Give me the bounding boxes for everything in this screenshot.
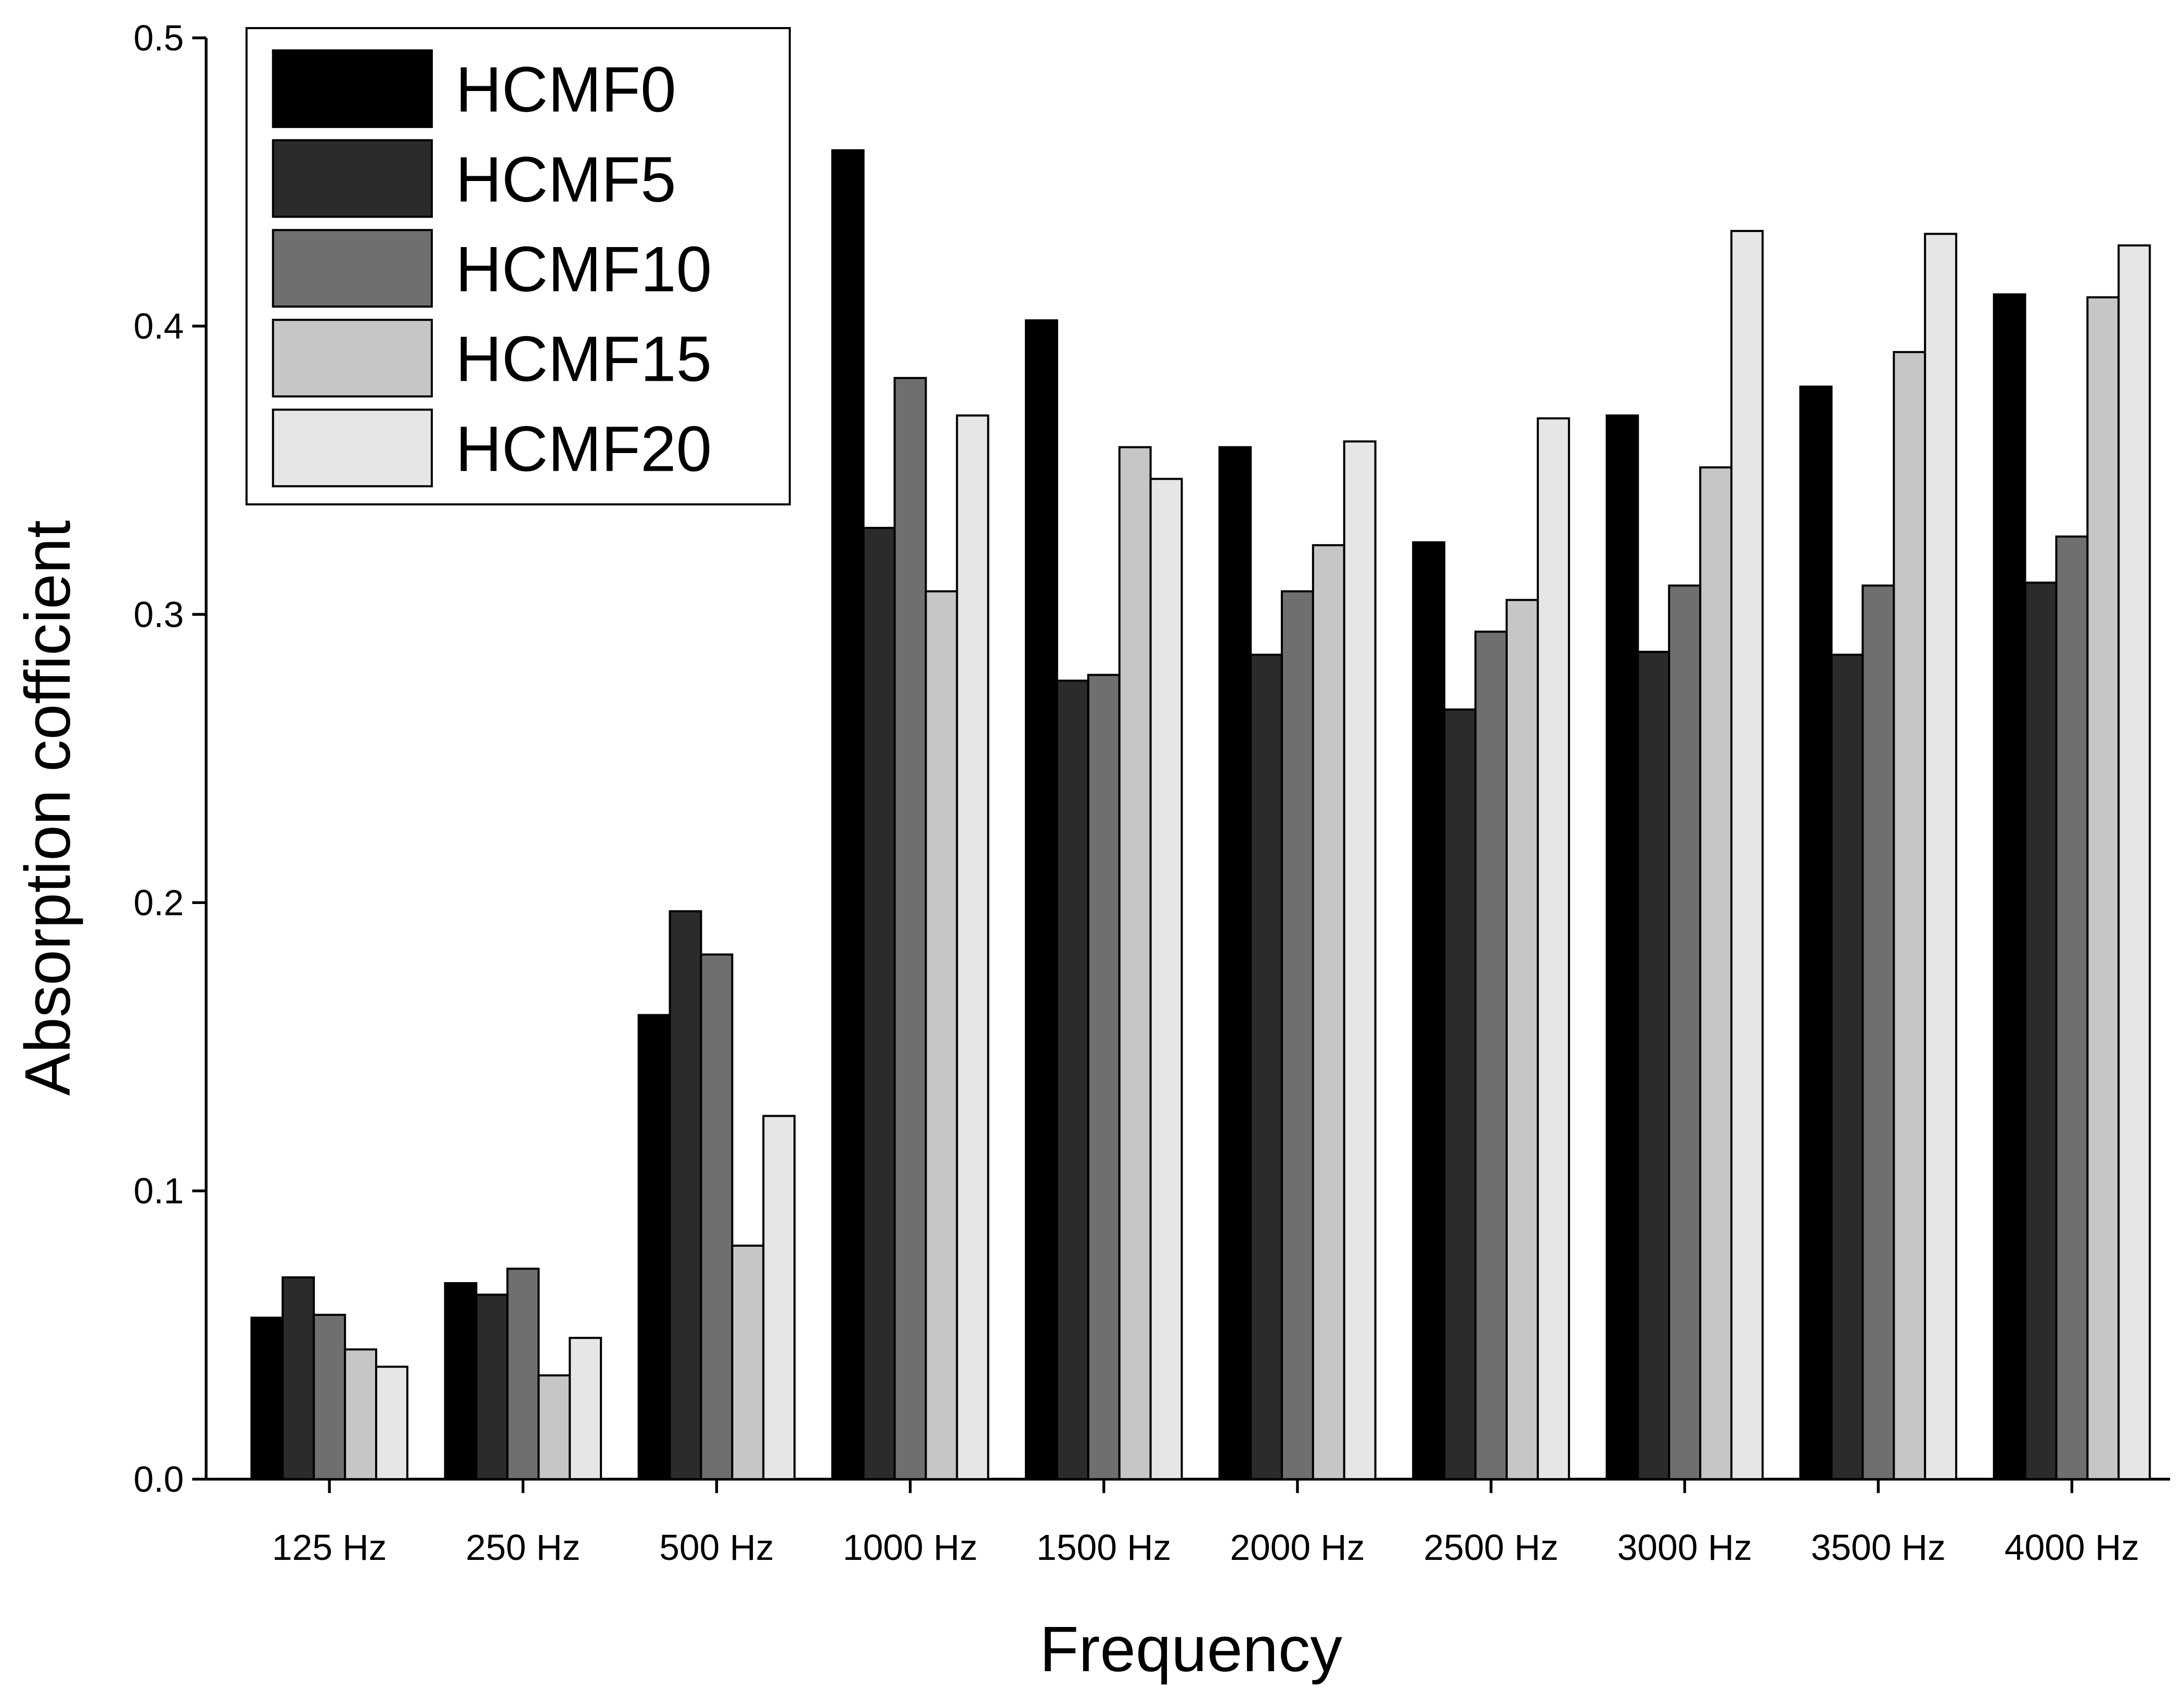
bar [1024, 319, 1058, 1480]
bar [1893, 351, 1926, 1480]
bar [1218, 446, 1252, 1480]
x-tick-label: 1000 Hz [843, 1527, 978, 1568]
y-axis-title: Absorption cofficient [12, 520, 84, 1096]
bar [956, 414, 990, 1480]
legend-swatch [272, 49, 433, 128]
bar [344, 1348, 378, 1480]
bar [2055, 535, 2089, 1480]
bar [1505, 599, 1539, 1480]
bar [1799, 385, 1833, 1480]
bar [700, 953, 734, 1480]
x-tick-label: 2000 Hz [1230, 1527, 1365, 1568]
x-axis-title: Frequency [1039, 1614, 1342, 1685]
y-tick-label: 0.1 [134, 1171, 184, 1211]
x-tick-label: 125 Hz [272, 1527, 387, 1568]
bar [2086, 296, 2120, 1480]
y-tick-label: 0.2 [134, 882, 184, 923]
legend-swatch [272, 318, 433, 398]
legend-label: HCMF5 [455, 144, 676, 215]
bar [1861, 584, 1895, 1480]
bar [1730, 230, 1764, 1480]
bar [1412, 541, 1446, 1480]
bar [1443, 708, 1477, 1480]
bar [1343, 440, 1377, 1480]
bar [669, 910, 702, 1480]
bar [506, 1268, 540, 1480]
x-tick-label: 1500 Hz [1036, 1527, 1171, 1568]
bar [537, 1374, 571, 1480]
legend-label: HCMF20 [455, 414, 712, 485]
bar [250, 1316, 284, 1480]
bar [831, 149, 865, 1480]
bar [313, 1313, 346, 1480]
bar [569, 1337, 602, 1480]
legend-swatch [272, 229, 433, 308]
x-tick-label: 250 Hz [466, 1527, 581, 1568]
bar [1536, 417, 1570, 1480]
bar [475, 1294, 509, 1480]
bar [924, 590, 958, 1480]
bar [1474, 630, 1508, 1480]
bar [893, 377, 927, 1480]
bar [862, 526, 896, 1480]
bar [1312, 544, 1345, 1480]
bar [281, 1276, 315, 1480]
legend-label: HCMF10 [455, 234, 712, 305]
y-tick-label: 0.5 [134, 18, 184, 58]
y-tick-label: 0.4 [134, 306, 184, 346]
bar [731, 1244, 765, 1480]
bar [1993, 293, 2026, 1480]
y-tick-label: 0.0 [134, 1459, 184, 1500]
bar [1280, 590, 1314, 1480]
bar [1250, 653, 1283, 1480]
legend-swatch [272, 139, 433, 218]
x-tick-label: 500 Hz [659, 1527, 774, 1568]
bar [762, 1115, 796, 1480]
bar [1637, 651, 1671, 1480]
legend-label: HCMF0 [455, 55, 676, 126]
bar [375, 1365, 408, 1480]
x-tick-label: 4000 Hz [2005, 1527, 2139, 1568]
bar [1830, 653, 1864, 1480]
bar [1056, 679, 1089, 1480]
bar [637, 1014, 671, 1480]
y-tick-label: 0.3 [134, 594, 184, 635]
bar [1087, 674, 1121, 1480]
legend-swatch [272, 408, 433, 487]
bar [444, 1282, 478, 1480]
x-tick-label: 2500 Hz [1423, 1527, 1558, 1568]
bar [2024, 582, 2058, 1480]
bar [1924, 232, 1958, 1480]
bar [1118, 446, 1152, 1480]
x-tick-label: 3000 Hz [1617, 1527, 1752, 1568]
bar [1605, 414, 1639, 1480]
bar [1149, 477, 1183, 1480]
bar [1668, 584, 1702, 1480]
x-tick-label: 3500 Hz [1811, 1527, 1946, 1568]
bar [2117, 244, 2151, 1480]
bar [1699, 466, 1733, 1480]
legend-label: HCMF15 [455, 324, 712, 395]
